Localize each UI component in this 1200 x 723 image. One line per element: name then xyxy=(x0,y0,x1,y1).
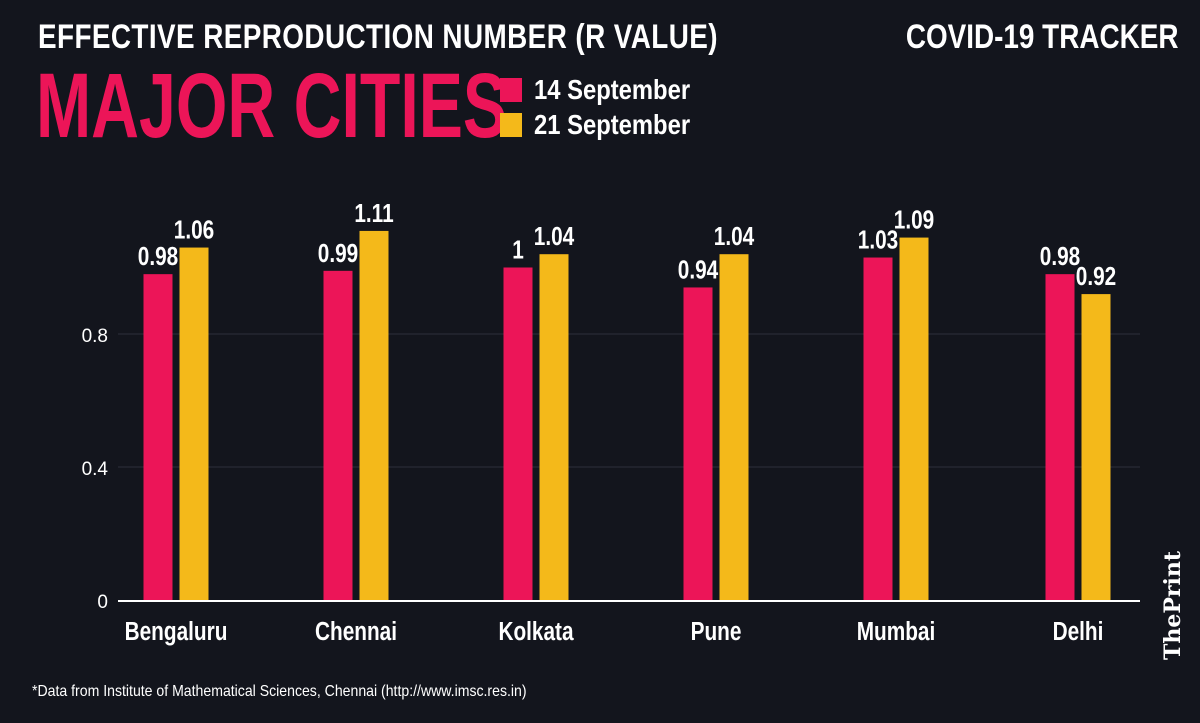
y-tick-label: 0.4 xyxy=(82,459,109,480)
bar-pune-14-sep xyxy=(683,287,713,600)
data-label: 1.09 xyxy=(894,205,934,234)
legend-swatch-yellow xyxy=(500,113,522,137)
tracker-label: COVID-19 TRACKER xyxy=(905,18,1178,56)
x-tick-label: Chennai xyxy=(315,617,397,646)
data-label: 1.04 xyxy=(714,222,754,251)
footnote: *Data from Institute of Mathematical Sci… xyxy=(32,683,527,700)
bar-chennai-14-sep xyxy=(323,270,353,600)
data-label: 1.03 xyxy=(858,225,898,254)
data-label: 0.92 xyxy=(1076,262,1116,291)
legend-label: 21 September xyxy=(534,109,691,140)
legend-item-14-september: 14 September xyxy=(500,74,718,106)
x-tick-label: Mumbai xyxy=(857,617,936,646)
bar-pune-21-sep xyxy=(719,254,749,600)
bar-kolkata-21-sep xyxy=(539,254,569,600)
bar-kolkata-14-sep xyxy=(503,267,533,600)
theprint-logo: ThePrint xyxy=(1160,550,1186,660)
bar-mumbai-14-sep xyxy=(863,257,893,600)
data-label: 0.98 xyxy=(1040,242,1080,271)
y-tick-label: 0.8 xyxy=(82,326,108,347)
chart-subtitle: EFFECTIVE REPRODUCTION NUMBER (R VALUE) xyxy=(38,18,718,56)
bar-delhi-21-sep xyxy=(1081,294,1111,600)
chart-title: MAJOR CITIES xyxy=(36,55,508,157)
legend-item-21-september: 21 September xyxy=(500,109,718,141)
data-label: 1.04 xyxy=(534,222,574,251)
data-label: 0.98 xyxy=(138,242,178,271)
bar-chennai-21-sep xyxy=(359,230,389,601)
bar-bengaluru-21-sep xyxy=(179,247,209,601)
bar-mumbai-21-sep xyxy=(899,237,929,600)
x-tick-label: Delhi xyxy=(1053,617,1104,646)
data-label: 0.99 xyxy=(318,239,358,268)
x-tick-label: Kolkata xyxy=(498,617,574,646)
data-label: 1.11 xyxy=(354,199,393,228)
data-label: 1 xyxy=(512,235,524,264)
x-tick-label: Pune xyxy=(691,617,742,646)
bar-delhi-14-sep xyxy=(1045,274,1075,600)
y-tick-label: 0 xyxy=(97,592,108,613)
data-label: 1.06 xyxy=(174,215,214,244)
x-tick-label: Bengaluru xyxy=(125,617,228,646)
legend-swatch-pink xyxy=(500,78,522,102)
legend-label: 14 September xyxy=(534,74,691,105)
bar-bengaluru-14-sep xyxy=(143,274,173,600)
data-label: 0.94 xyxy=(678,255,718,284)
